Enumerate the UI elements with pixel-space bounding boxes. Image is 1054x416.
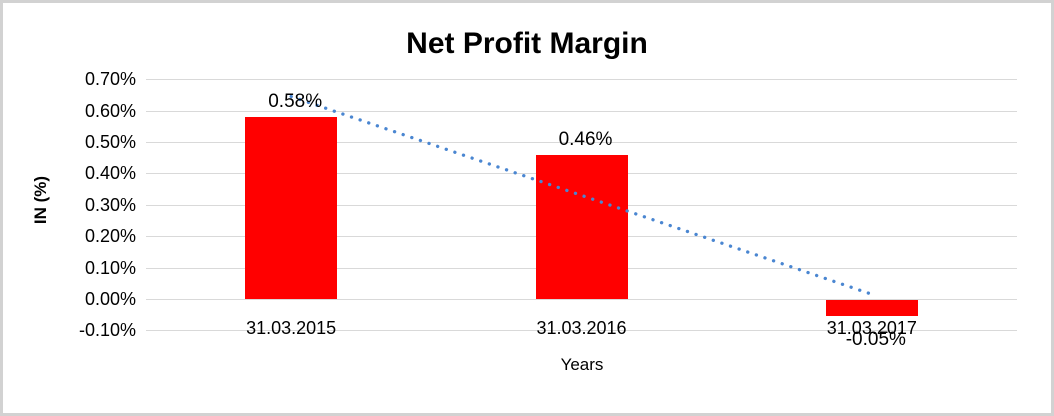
data-label: 0.58% bbox=[268, 90, 323, 112]
bar-31.03.2016 bbox=[535, 154, 628, 299]
y-tick-label: 0.40% bbox=[84, 163, 136, 184]
y-tick-label: 0.70% bbox=[84, 69, 136, 90]
chart-title: Net Profit Margin bbox=[406, 27, 648, 60]
y-tick-label: 0.60% bbox=[84, 100, 136, 121]
gridline bbox=[146, 79, 1017, 81]
y-tick-label: 0.20% bbox=[84, 226, 136, 247]
y-tick-label: 0.30% bbox=[84, 194, 136, 215]
y-tick-label: 0.10% bbox=[84, 257, 136, 278]
x-category-label: 31.03.2015 bbox=[246, 318, 337, 338]
y-tick-label: 0.50% bbox=[84, 132, 136, 152]
y-tick-label: 0.00% bbox=[84, 289, 136, 309]
x-axis-title: Years bbox=[560, 355, 604, 374]
bar-31.03.2017 bbox=[825, 300, 918, 316]
gridline bbox=[146, 299, 1017, 300]
gridline bbox=[146, 330, 1017, 332]
x-category-label: 31.03.2017 bbox=[826, 318, 917, 338]
bar-31.03.2015 bbox=[245, 116, 338, 299]
data-label: 0.46% bbox=[558, 128, 613, 150]
y-tick-label: -0.10% bbox=[78, 320, 136, 341]
data-label: -0.05% bbox=[845, 328, 906, 350]
y-axis-title: IN (%) bbox=[31, 175, 50, 225]
x-category-label: 31.03.2016 bbox=[536, 318, 627, 338]
